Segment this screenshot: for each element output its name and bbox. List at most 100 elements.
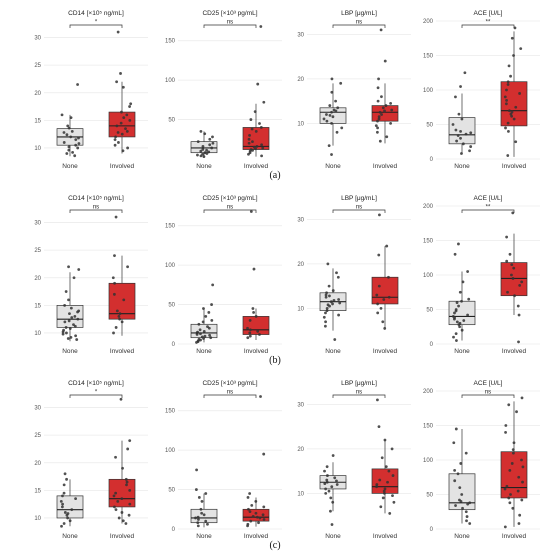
data-point xyxy=(120,110,123,114)
data-point xyxy=(459,136,462,140)
data-point xyxy=(63,320,67,324)
data-point xyxy=(337,313,340,317)
data-point xyxy=(327,489,331,493)
chart-title: LBP [μg/mL] xyxy=(341,10,377,17)
data-point xyxy=(391,494,394,498)
x-tick-label: None xyxy=(196,348,212,355)
data-point xyxy=(510,114,514,118)
y-tick-label: 10 xyxy=(297,491,304,497)
data-point xyxy=(72,276,76,280)
data-point xyxy=(118,317,122,321)
data-point xyxy=(197,322,201,326)
data-point xyxy=(61,494,64,498)
data-point xyxy=(259,126,263,129)
data-point xyxy=(252,267,256,271)
data-point xyxy=(324,491,328,495)
data-point xyxy=(520,396,524,400)
data-point xyxy=(195,341,198,344)
data-point xyxy=(254,130,258,133)
box-involved xyxy=(500,451,528,499)
data-point xyxy=(377,425,381,429)
significance-bracket xyxy=(203,394,257,398)
data-point xyxy=(323,324,327,328)
data-point xyxy=(194,516,197,520)
data-point xyxy=(65,477,68,481)
data-point xyxy=(111,276,115,280)
box-involved xyxy=(242,316,270,335)
data-point xyxy=(504,431,507,434)
data-point xyxy=(336,106,340,110)
data-point xyxy=(503,95,507,99)
significance-bracket xyxy=(332,394,386,398)
data-point xyxy=(259,25,263,28)
data-point xyxy=(326,474,329,477)
data-point xyxy=(516,304,520,308)
data-point xyxy=(508,252,512,256)
data-point xyxy=(335,130,339,134)
data-point xyxy=(469,145,473,148)
data-point xyxy=(116,500,120,503)
data-point xyxy=(331,500,335,504)
data-point xyxy=(327,284,331,288)
y-tick-label: 10 xyxy=(297,306,304,312)
data-point xyxy=(115,80,119,84)
chart-title: LBP [μg/mL] xyxy=(341,195,377,202)
data-point xyxy=(63,303,67,307)
data-point xyxy=(120,511,124,514)
data-point xyxy=(385,244,389,248)
data-point xyxy=(210,303,213,306)
data-point xyxy=(329,509,332,513)
significance-bracket xyxy=(69,24,123,28)
data-point xyxy=(112,292,116,296)
data-point xyxy=(378,139,382,143)
data-point xyxy=(331,289,335,292)
data-point xyxy=(210,318,214,322)
data-point xyxy=(247,141,251,145)
data-point xyxy=(120,132,124,136)
data-point xyxy=(197,496,201,499)
data-point xyxy=(324,487,328,491)
data-point xyxy=(454,504,457,507)
data-point xyxy=(206,522,209,526)
data-point xyxy=(456,472,460,476)
data-point xyxy=(72,323,75,327)
data-point xyxy=(376,302,380,306)
data-point xyxy=(457,242,460,246)
x-tick-label: Involved xyxy=(373,348,398,355)
data-point xyxy=(383,109,386,113)
data-point xyxy=(121,466,124,470)
data-point xyxy=(261,146,265,150)
data-point xyxy=(378,478,382,482)
chart-title: CD14 [×10⁵ ng/mL] xyxy=(68,380,124,387)
box-none xyxy=(448,473,476,511)
data-point xyxy=(246,326,249,330)
data-point xyxy=(504,126,507,130)
data-point xyxy=(60,113,64,117)
data-point xyxy=(324,320,327,324)
significance-bracket xyxy=(461,209,515,213)
data-point xyxy=(117,516,121,520)
significance-bracket xyxy=(461,394,515,398)
data-point xyxy=(252,311,256,314)
data-point xyxy=(202,337,205,340)
chart-a-1: CD14 [×10⁵ ng/mL] 10 15 20 25 30 * None Involved xyxy=(34,10,148,170)
data-point xyxy=(261,513,265,517)
data-point xyxy=(207,326,211,330)
data-point xyxy=(330,110,333,114)
y-tick-label: 100 xyxy=(165,448,176,454)
y-tick-label: 150 xyxy=(165,224,176,230)
data-point xyxy=(338,301,342,305)
data-point xyxy=(325,309,329,313)
data-point xyxy=(513,26,517,30)
data-point xyxy=(324,311,327,315)
data-point xyxy=(119,397,123,401)
data-point xyxy=(202,329,206,333)
data-point xyxy=(204,315,208,318)
significance-label: ns xyxy=(356,205,362,211)
data-point xyxy=(65,513,69,517)
data-point xyxy=(376,86,380,90)
data-point xyxy=(199,149,203,153)
chart-c-3: LBP [μg/mL] 10 20 30 ns None Involved xyxy=(297,380,411,540)
data-point xyxy=(455,301,459,304)
data-point xyxy=(503,487,507,491)
